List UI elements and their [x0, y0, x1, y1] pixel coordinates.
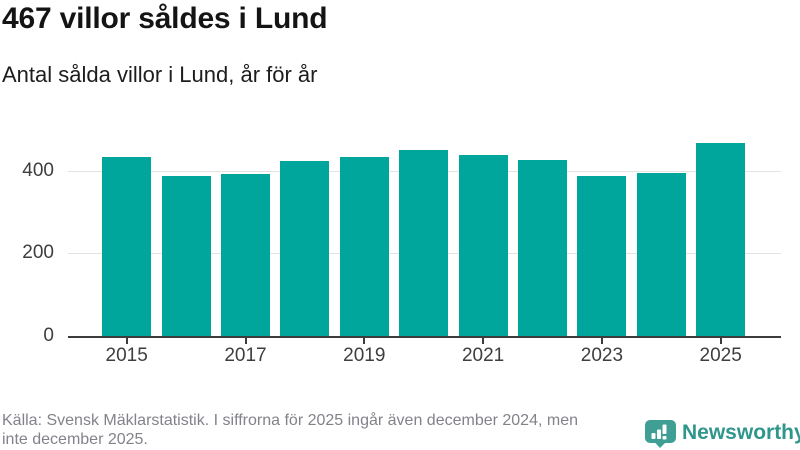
- bar-2025: [696, 143, 746, 336]
- chart-subtitle: Antal sålda villor i Lund, år för år: [2, 62, 318, 87]
- x-tick-label-2017: 2017: [224, 345, 267, 366]
- x-tick-2025: [719, 338, 722, 344]
- bar-chart: 0 200 400 2015 2017 2019 2021 2023 2025: [0, 140, 800, 380]
- x-tick-label-2025: 2025: [699, 345, 742, 366]
- x-tick-label-2019: 2019: [343, 345, 386, 366]
- y-tick-label-0: 0: [43, 325, 54, 346]
- x-tick-2015: [125, 338, 128, 344]
- newsworthy-logo: Newsworthy: [645, 420, 800, 448]
- brand-name: Newsworthy: [682, 421, 800, 444]
- plot-area: [68, 140, 781, 338]
- x-tick-label-2015: 2015: [105, 345, 148, 366]
- x-tick-2023: [600, 338, 603, 344]
- y-tick-label-200: 200: [22, 242, 54, 264]
- bar-2024: [636, 173, 686, 336]
- newsworthy-speech-bubble-chart-icon: [645, 420, 676, 448]
- x-tick-label-2023: 2023: [580, 345, 624, 366]
- x-tick-2021: [482, 338, 485, 344]
- source-note: Källa: Svensk Mäklarstatistik. I siffror…: [2, 412, 578, 449]
- bar-2015: [102, 156, 152, 336]
- bar-2016: [161, 175, 211, 336]
- bar-2021: [458, 154, 508, 336]
- bar-2018: [280, 160, 330, 336]
- y-tick-label-400: 400: [22, 159, 54, 181]
- x-tick-2017: [244, 338, 247, 344]
- bar-2023: [577, 175, 627, 336]
- x-tick-2019: [363, 338, 366, 344]
- bar-2019: [339, 156, 389, 336]
- bar-2022: [518, 159, 567, 336]
- source-note-line1: Källa: Svensk Mäklarstatistik. I siffror…: [2, 412, 578, 429]
- bar-2017: [221, 173, 270, 336]
- x-tick-label-2021: 2021: [461, 345, 505, 366]
- source-note-line2: inte december 2025.: [2, 430, 148, 448]
- bar-2020: [399, 149, 449, 336]
- page-title: 467 villor såldes i Lund: [2, 2, 328, 35]
